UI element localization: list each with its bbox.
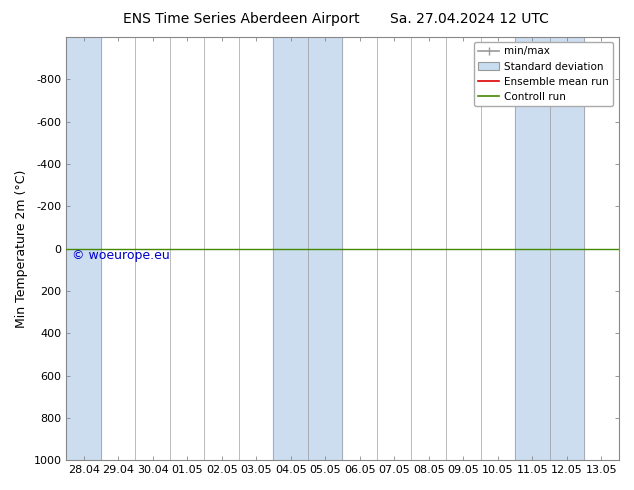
Text: Sa. 27.04.2024 12 UTC: Sa. 27.04.2024 12 UTC <box>390 12 548 26</box>
Bar <box>273 37 342 460</box>
Text: ENS Time Series Aberdeen Airport: ENS Time Series Aberdeen Airport <box>122 12 359 26</box>
Bar <box>67 37 101 460</box>
Text: © woeurope.eu: © woeurope.eu <box>72 248 170 262</box>
Bar <box>515 37 584 460</box>
Legend: min/max, Standard deviation, Ensemble mean run, Controll run: min/max, Standard deviation, Ensemble me… <box>474 42 613 106</box>
Y-axis label: Min Temperature 2m (°C): Min Temperature 2m (°C) <box>15 170 28 328</box>
